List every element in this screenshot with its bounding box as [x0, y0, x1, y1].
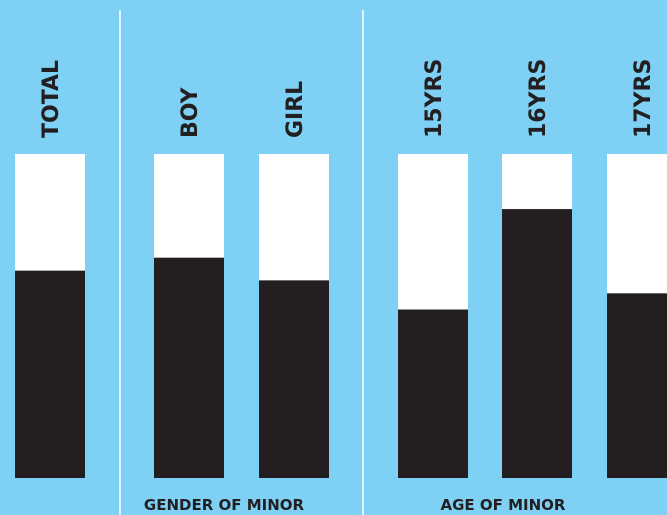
group-label-gender-of-minor: GENDER OF MINOR	[144, 496, 305, 514]
bar-girl	[259, 280, 329, 478]
category-label-girl: GIRL	[283, 81, 308, 138]
category-label-16yrs: 16YRS	[526, 59, 551, 138]
category-labels: TOTAL BOY GIRL 15YRS 16YRS 17YRS	[39, 59, 656, 138]
bar-15yrs	[398, 309, 468, 478]
bars	[15, 154, 667, 478]
category-label-boy: BOY	[178, 86, 203, 138]
category-label-total: TOTAL	[39, 60, 64, 138]
category-label-15yrs: 15YRS	[422, 59, 447, 138]
group-dividers	[119, 10, 364, 515]
bar-boy	[154, 257, 224, 478]
group-label-age-of-minor: AGE OF MINOR	[441, 496, 566, 514]
bar-17yrs	[607, 293, 667, 478]
group-labels: GENDER OF MINOR AGE OF MINOR	[144, 496, 566, 514]
bar-16yrs	[502, 209, 572, 478]
category-label-17yrs: 17YRS	[631, 59, 656, 138]
bar-total	[15, 270, 85, 478]
